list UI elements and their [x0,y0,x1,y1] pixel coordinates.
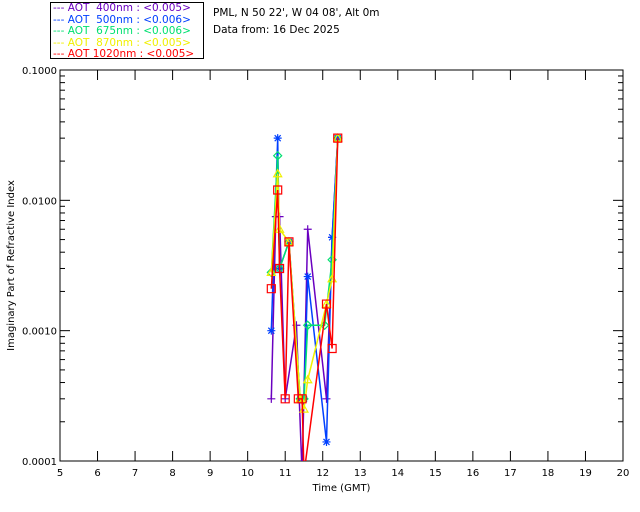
x-tick-label: 7 [132,468,138,479]
y-tick-label: 0.1000 [22,66,57,77]
x-tick-label: 9 [207,468,213,479]
data-point-square [297,394,307,404]
data-point-square [321,299,332,309]
data-point-square [327,343,337,354]
data-point-plus [267,394,276,403]
data-point-star [267,326,276,335]
data-point-square [284,237,294,247]
data-point-diamond [272,150,283,161]
data-point-plus [322,394,331,403]
x-tick-label: 18 [542,468,555,479]
date-text: Data from: 16 Dec 2025 [213,24,340,36]
data-point-square [274,263,285,274]
data-point-diamond [302,320,313,331]
x-tick-label: 11 [279,468,292,479]
x-tick-label: 5 [57,468,63,479]
data-point-plus [303,225,312,234]
data-point-star [273,134,282,143]
x-tick-label: 6 [94,468,100,479]
data-point-star [328,233,337,242]
data-point-square [333,133,343,143]
data-point-square [280,394,290,404]
data-point-triangle [266,267,277,276]
data-point-triangle [302,374,313,384]
y-axis-label: Imaginary Part of Refractive Index [6,180,17,351]
legend-label: AOT 870nm : <0.005> [67,36,191,49]
data-point-square [273,185,283,195]
x-axis-label: Time (GMT) [312,483,371,494]
data-point-triangle [274,224,285,233]
location-text: PML, N 50 22', W 04 08', Alt 0m [213,7,380,19]
x-tick-label: 12 [316,468,329,479]
legend-entry-675: --- AOT 675nm : <0.006> [53,25,191,37]
data-point-triangle [272,168,283,178]
legend-entry-500: --- AOT 500nm : <0.006> [53,13,191,26]
x-tick-label: 15 [429,468,442,479]
y-tick-label: 0.0010 [22,327,57,338]
x-tick-label: 20 [617,468,630,479]
legend-entry-1020: --- AOT 1020nm : <0.005> [53,48,195,60]
y-tick-label: 0.0001 [22,457,57,468]
x-tick-label: 19 [579,468,592,479]
x-tick-label: 8 [169,468,175,479]
legend-label: AOT 1020nm : <0.005> [67,48,195,60]
x-tick-label: 17 [504,468,517,479]
x-tick-label: 10 [241,468,254,479]
legend: --- AOT 400nm : <0.005> --- AOT 500nm : … [50,2,204,60]
x-tick-label: 13 [354,468,367,479]
data-point-square [266,284,276,294]
data-point-diamond [266,267,277,278]
data-point-star [303,272,312,281]
legend-label: AOT 400nm : <0.005> [67,2,191,14]
y-tick-label: 0.0100 [22,196,57,207]
legend-label: AOT 675nm : <0.006> [67,25,191,37]
x-tick-label: 14 [391,468,404,479]
data-point-star [322,437,331,446]
x-tick-label: 16 [466,468,479,479]
legend-entry-870: --- AOT 870nm : <0.005> [53,36,191,49]
plot-frame [59,69,624,462]
legend-label: AOT 500nm : <0.006> [67,13,191,26]
legend-entry-400: --- AOT 400nm : <0.005> [53,2,191,14]
